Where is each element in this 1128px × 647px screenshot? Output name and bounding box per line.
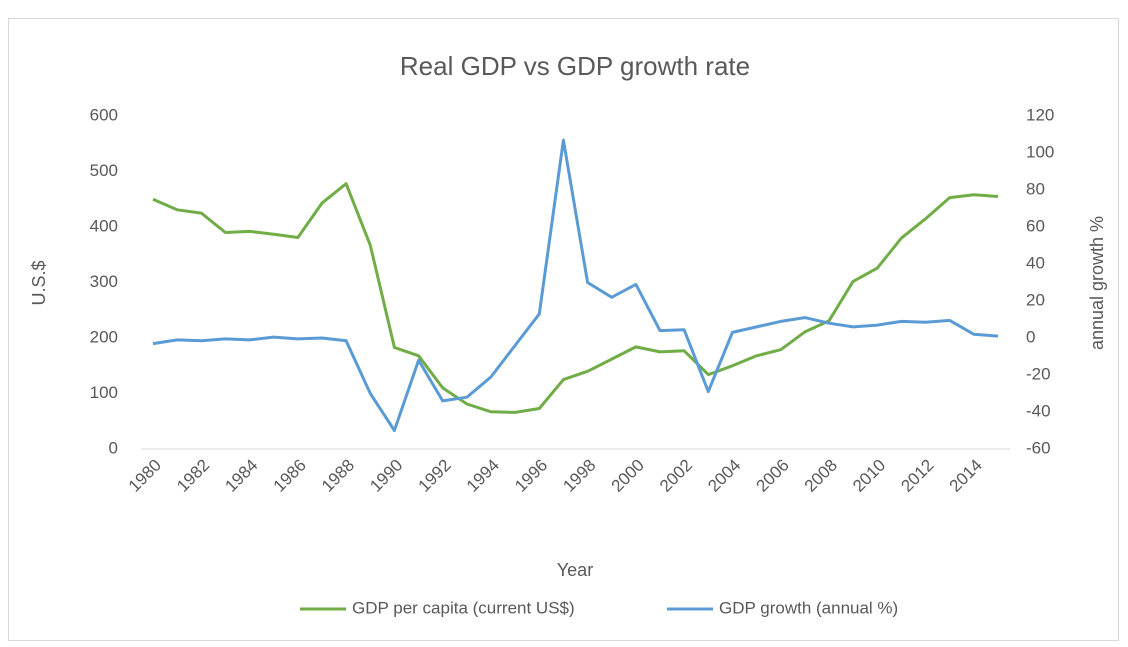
legend-label: GDP per capita (current US$) — [352, 598, 575, 617]
legend-label: GDP growth (annual %) — [719, 598, 898, 617]
chart-title: Real GDP vs GDP growth rate — [400, 51, 750, 81]
y2-tick-label: 40 — [1026, 253, 1045, 272]
y-axis-label: U.S.$ — [29, 260, 49, 305]
y2-tick-label: -20 — [1026, 364, 1051, 383]
y-tick-label: 600 — [90, 105, 118, 124]
y2-tick-label: 60 — [1026, 216, 1045, 235]
y2-tick-label: 0 — [1026, 327, 1035, 346]
y2-tick-label: -60 — [1026, 438, 1051, 457]
y-tick-label: 500 — [90, 161, 118, 180]
y2-axis-label: annual growth % — [1087, 216, 1107, 350]
y-tick-label: 300 — [90, 272, 118, 291]
y-tick-label: 0 — [109, 438, 118, 457]
chart-border — [8, 18, 1119, 641]
y2-tick-label: 20 — [1026, 290, 1045, 309]
y-tick-label: 400 — [90, 216, 118, 235]
y-tick-label: 200 — [90, 327, 118, 346]
y2-tick-label: -40 — [1026, 401, 1051, 420]
y2-tick-label: 120 — [1026, 105, 1054, 124]
x-axis-label: Year — [557, 560, 593, 580]
series-line — [152, 138, 999, 432]
series-line — [152, 182, 999, 414]
y2-tick-label: 100 — [1026, 142, 1054, 161]
y2-tick-label: 80 — [1026, 179, 1045, 198]
y-tick-label: 100 — [90, 383, 118, 402]
